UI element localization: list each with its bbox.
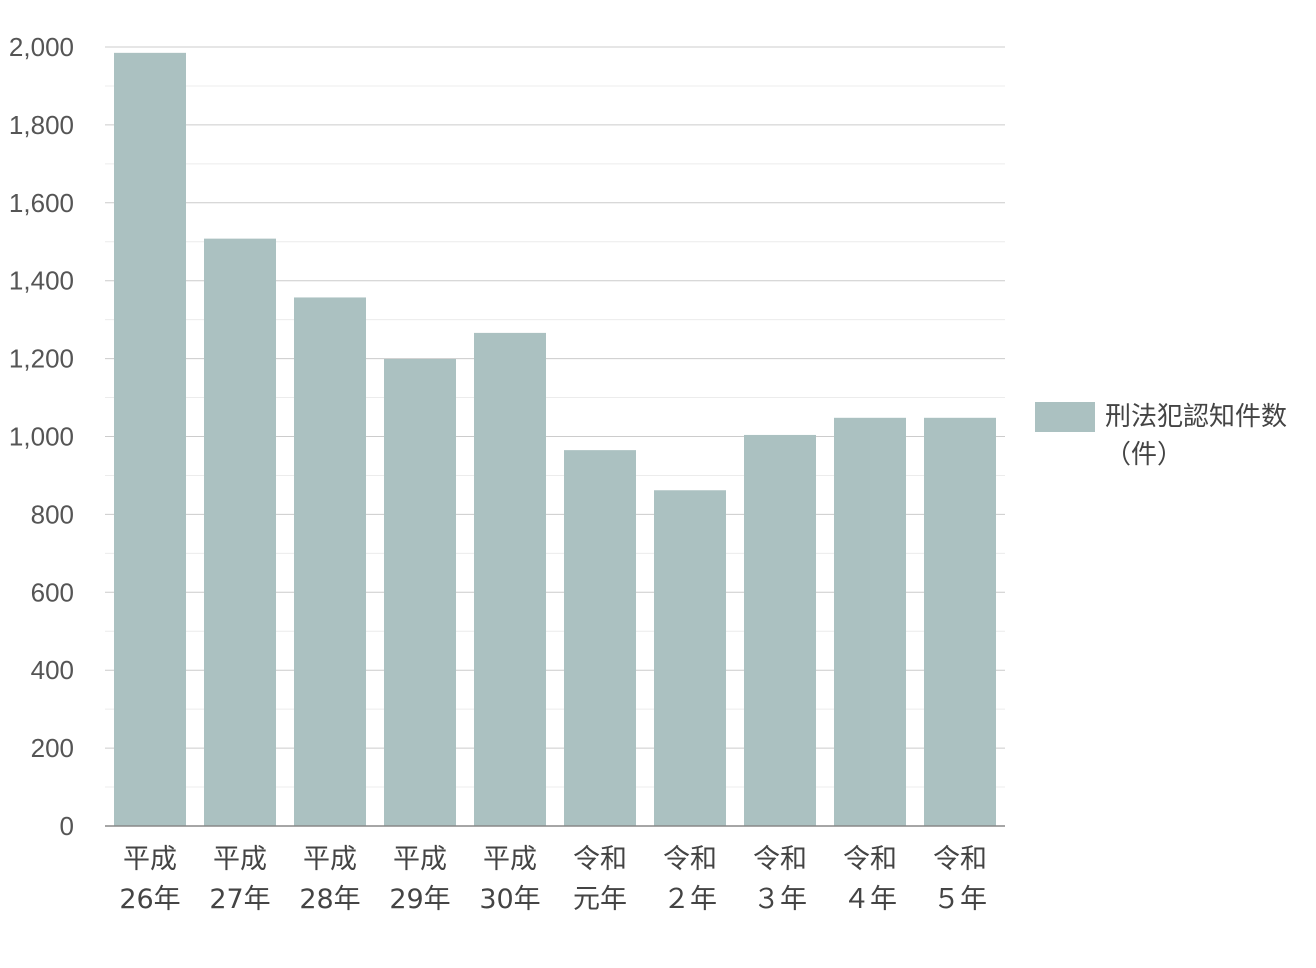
y-tick-label: 600 <box>31 577 74 607</box>
legend-label: （件） <box>1105 440 1183 470</box>
y-tick-label: 400 <box>31 655 74 685</box>
bar <box>834 417 906 826</box>
x-category-label: 平成 <box>303 844 357 875</box>
bar <box>294 297 366 826</box>
y-tick-label: 1,400 <box>9 266 74 296</box>
x-category-label: 平成 <box>123 844 177 875</box>
x-category-label: 元年 <box>573 884 627 915</box>
x-category-label: 平成 <box>393 844 447 875</box>
x-category-label: 27年 <box>209 884 270 915</box>
y-tick-label: 2,000 <box>9 32 74 62</box>
legend-swatch <box>1035 402 1095 432</box>
y-tick-label: 1,000 <box>9 422 74 452</box>
x-category-label: 令和 <box>753 844 807 875</box>
x-category-label: 令和 <box>573 844 627 875</box>
x-category-label: ４年 <box>843 884 897 915</box>
bar <box>474 332 546 826</box>
x-category-label: 30年 <box>479 884 540 915</box>
x-category-label: 平成 <box>483 844 537 875</box>
x-category-label: 令和 <box>843 844 897 875</box>
bar <box>564 450 636 826</box>
bar <box>114 52 186 826</box>
x-category-label: ２年 <box>663 884 717 915</box>
bar <box>204 238 276 826</box>
x-category-label: 令和 <box>663 844 717 875</box>
x-category-label: 28年 <box>299 884 360 915</box>
bar <box>924 417 996 826</box>
bar <box>384 358 456 826</box>
legend: 刑法犯認知件数 （件） <box>1035 402 1287 470</box>
bar <box>744 434 816 826</box>
y-tick-label: 0 <box>60 811 74 841</box>
x-category-label: 29年 <box>389 884 450 915</box>
legend-label: 刑法犯認知件数 <box>1105 402 1287 432</box>
y-tick-label: 1,200 <box>9 344 74 374</box>
y-tick-label: 800 <box>31 499 74 529</box>
y-axis-tick-labels: 0 200 400 600 800 1,000 1,200 1,400 1,600 1,800 2,… <box>9 32 74 841</box>
x-category-label: 令和 <box>933 844 987 875</box>
y-tick-label: 200 <box>31 733 74 763</box>
x-category-label: ５年 <box>933 884 987 915</box>
bar <box>654 490 726 826</box>
x-category-label: 26年 <box>119 884 180 915</box>
y-tick-label: 1,600 <box>9 188 74 218</box>
x-category-label: 平成 <box>213 844 267 875</box>
x-category-label: ３年 <box>753 884 807 915</box>
y-tick-label: 1,800 <box>9 110 74 140</box>
bars <box>114 52 996 826</box>
